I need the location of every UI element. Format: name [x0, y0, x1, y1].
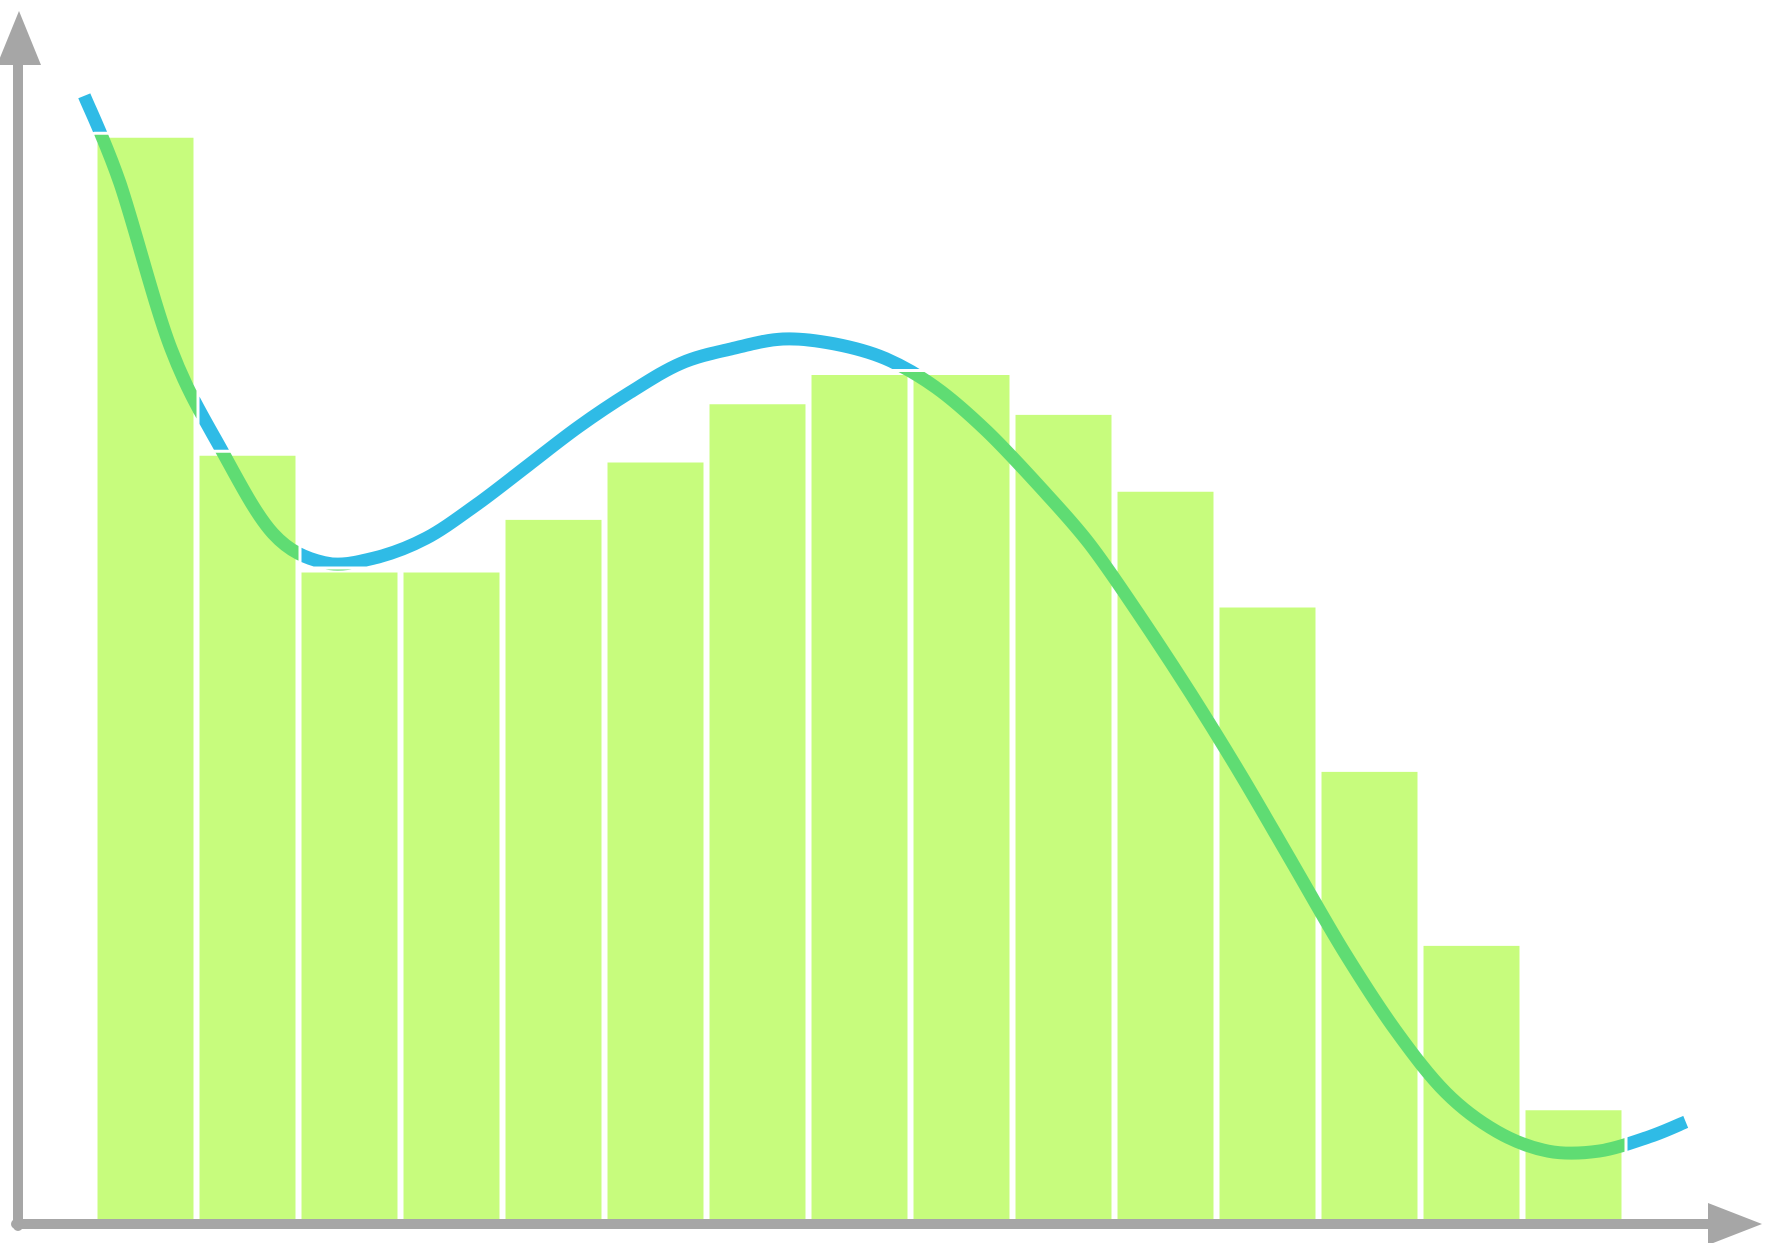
bar-8 [805, 369, 914, 1227]
bar-6 [601, 456, 710, 1227]
bars-layer [91, 131, 1628, 1228]
bar-7 [703, 398, 812, 1227]
y-axis-arrow [0, 11, 41, 65]
bar-12 [1213, 601, 1322, 1227]
x-axis-arrow [1708, 1203, 1762, 1243]
bar-5 [499, 513, 608, 1227]
bar-9 [907, 369, 1016, 1227]
bar-3 [295, 566, 404, 1227]
bar-2 [193, 449, 302, 1228]
bar-10 [1009, 408, 1118, 1228]
bar-1 [91, 131, 200, 1227]
bar-15 [1519, 1104, 1628, 1227]
axes-layer [0, 11, 1762, 1243]
bar-4 [397, 566, 506, 1227]
